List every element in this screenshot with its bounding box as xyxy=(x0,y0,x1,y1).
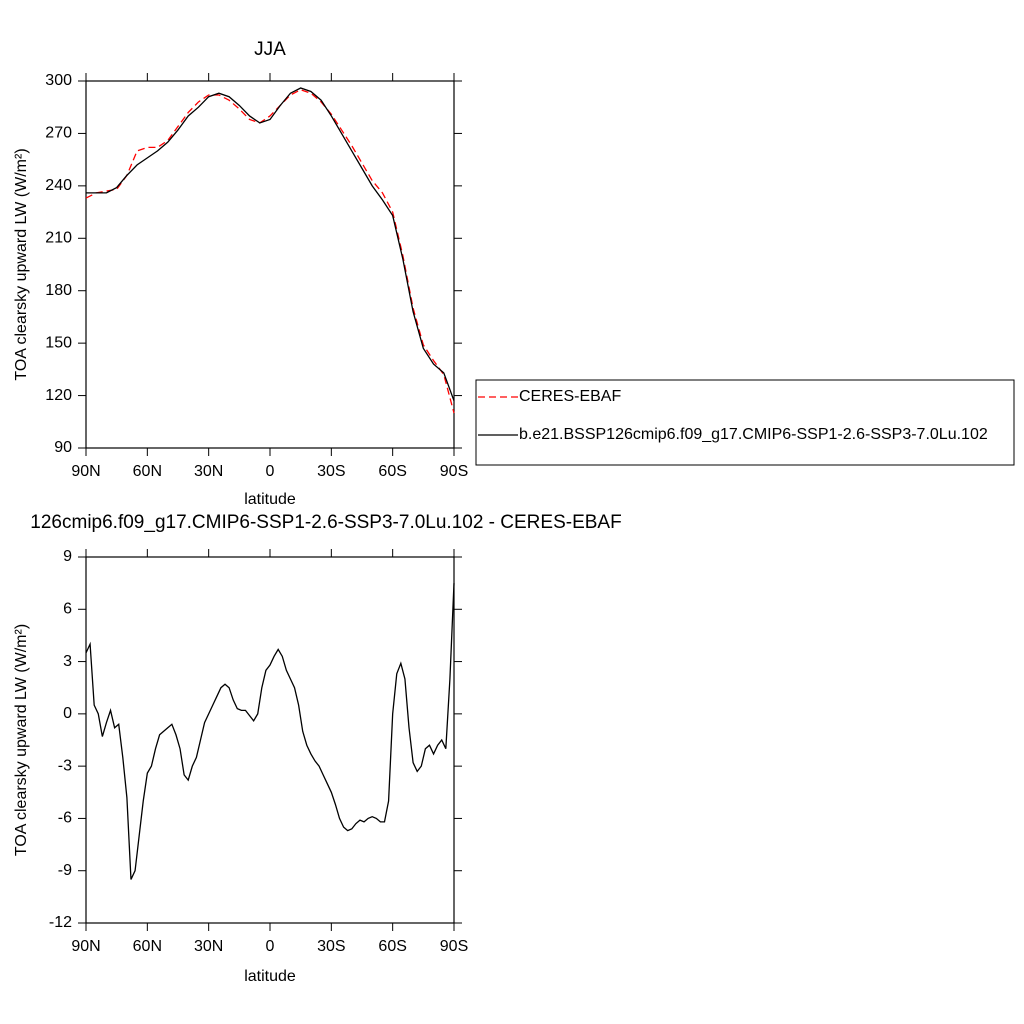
y-tick-label: -12 xyxy=(49,914,72,931)
y-tick-label: -6 xyxy=(58,810,72,827)
x-tick-label: 0 xyxy=(266,938,275,955)
legend-label: CERES-EBAF xyxy=(519,388,621,405)
y-tick-label: 3 xyxy=(63,653,72,670)
y-tick-label: -3 xyxy=(58,757,72,774)
plot-frame xyxy=(85,556,455,924)
x-tick-label: 30N xyxy=(194,463,223,480)
chart-title: JJA xyxy=(254,39,286,60)
legend-label: b.e21.BSSP126cmip6.f09_g17.CMIP6-SSP1-2.… xyxy=(519,426,988,443)
x-tick-label: 0 xyxy=(266,463,275,480)
series-line xyxy=(85,583,455,880)
chart-title: 126cmip6.f09_g17.CMIP6-SSP1-2.6-SSP3-7.0… xyxy=(30,512,621,533)
legend-box xyxy=(475,379,1015,466)
y-tick-label: 90 xyxy=(54,439,72,456)
y-tick-label: 240 xyxy=(45,177,72,194)
x-tick-label: 30S xyxy=(317,938,345,955)
x-tick-label: 60S xyxy=(378,938,406,955)
x-tick-label: 90S xyxy=(440,938,468,955)
y-tick-label: 6 xyxy=(63,601,72,618)
y-axis-label: TOA clearsky upward LW (W/m²) xyxy=(13,624,30,856)
y-tick-label: 300 xyxy=(45,72,72,89)
x-axis-label: latitude xyxy=(244,968,296,985)
y-tick-label: 150 xyxy=(45,334,72,351)
x-tick-label: 90N xyxy=(71,938,100,955)
x-tick-label: 30S xyxy=(317,463,345,480)
x-tick-label: 60N xyxy=(133,463,162,480)
y-tick-label: -9 xyxy=(58,862,72,879)
x-tick-label: 30N xyxy=(194,938,223,955)
y-tick-label: 0 xyxy=(63,705,72,722)
x-tick-label: 90S xyxy=(440,463,468,480)
y-tick-label: 210 xyxy=(45,230,72,247)
x-tick-label: 60N xyxy=(133,938,162,955)
x-tick-label: 90N xyxy=(71,463,100,480)
y-tick-label: 180 xyxy=(45,282,72,299)
y-tick-label: 9 xyxy=(63,548,72,565)
series-line xyxy=(86,87,455,402)
y-axis-label: TOA clearsky upward LW (W/m²) xyxy=(13,148,30,380)
x-tick-label: 60S xyxy=(378,463,406,480)
y-tick-label: 270 xyxy=(45,125,72,142)
x-axis-label: latitude xyxy=(244,491,296,508)
plot-frame xyxy=(85,80,455,449)
series-line xyxy=(85,89,455,414)
y-tick-label: 120 xyxy=(45,387,72,404)
